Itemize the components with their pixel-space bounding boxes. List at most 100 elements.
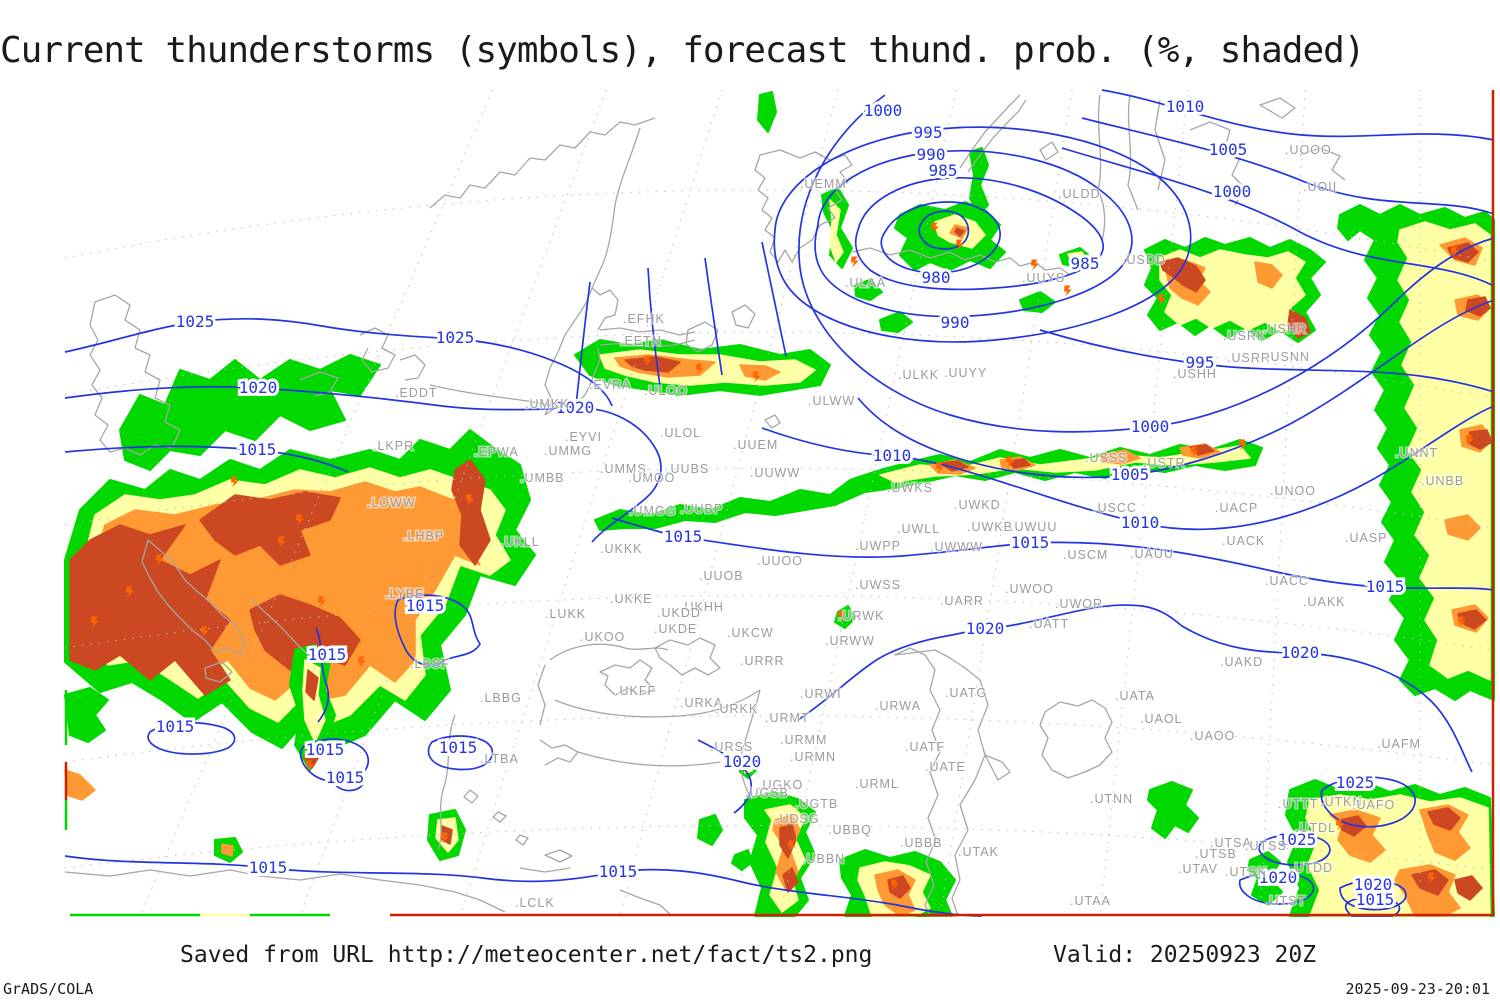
station-label: .UARR	[940, 594, 984, 608]
station-label: .UGTB	[795, 797, 838, 811]
station-label: .ULWW	[808, 394, 855, 408]
station-label: .UWPP	[855, 539, 901, 553]
isobar-label: 985	[929, 161, 958, 180]
isobar-label: 990	[941, 313, 970, 332]
station-label: .UAFM	[1377, 737, 1421, 751]
station-label: .URWK	[838, 609, 884, 623]
thunderstorm-symbol-icon	[851, 256, 859, 268]
isobar-label: 1010	[1121, 513, 1160, 532]
station-label: .LTBA	[480, 752, 519, 766]
station-label: .UACP	[1215, 501, 1258, 515]
thunderstorm-symbol-icon	[1064, 285, 1072, 297]
station-label: .UKDD	[657, 606, 701, 620]
station-label: .UWOR	[1055, 597, 1103, 611]
isobar-label: 990	[917, 145, 946, 164]
isobar-label: 1025	[1278, 830, 1317, 849]
station-label: .UWSS	[855, 578, 901, 592]
station-label: .UATE	[925, 760, 966, 774]
isobar-label: 1015	[1011, 533, 1050, 552]
isobar-label: 1005	[1209, 140, 1248, 159]
station-label: .URKK	[715, 702, 758, 716]
isobar-label: 1015	[406, 596, 445, 615]
station-label: .URML	[855, 777, 899, 791]
station-label: .URWI	[800, 687, 842, 701]
station-label: .UACC	[1265, 574, 1309, 588]
station-label: .UMMG	[544, 444, 592, 458]
station-label: .UTKN	[1320, 795, 1363, 809]
station-label: .UTSS	[1245, 839, 1287, 853]
station-label: .UAKK	[1303, 595, 1346, 609]
station-label: .URMT	[765, 711, 810, 725]
station-label: .USCC	[1093, 501, 1137, 515]
isobar-label: 980	[922, 268, 951, 287]
station-label: .EETN	[620, 334, 662, 348]
station-label: .UATT	[1029, 617, 1069, 631]
station-label: .UMGG	[629, 504, 676, 518]
isobar-label: 995	[1186, 353, 1215, 372]
station-label: .URRR	[740, 654, 785, 668]
station-label: .URMN	[790, 750, 836, 764]
isobar-label: 1000	[1131, 417, 1170, 436]
station-label: .UUOB	[699, 569, 744, 583]
isobar-label: 1020	[1354, 875, 1393, 894]
station-label: .UKKE	[610, 592, 653, 606]
station-label: .EYVI	[565, 430, 602, 444]
station-label: .UKFF	[615, 684, 656, 698]
station-label: .UUOO	[757, 554, 803, 568]
isobar-label: 1020	[1259, 868, 1298, 887]
isobar-label: 995	[914, 123, 943, 142]
isobar-label: 1020	[1281, 643, 1320, 662]
isobar-label: 1015	[599, 862, 638, 881]
station-label: .ULOO	[644, 384, 688, 398]
station-label: .UKCW	[727, 626, 774, 640]
saved-from-url-caption: Saved from URL http://meteocenter.net/fa…	[180, 942, 873, 968]
plot-edge-strips	[64, 90, 1495, 917]
isobar-label: 1015	[249, 858, 288, 877]
station-label: .UBBQ	[828, 823, 872, 837]
generation-timestamp: 2025-09-23-20:01	[1345, 980, 1491, 998]
isobar-label: 1020	[239, 378, 278, 397]
station-label: .UWUU	[1010, 520, 1057, 534]
isobar-label: 1020	[556, 398, 595, 417]
station-label: .UWKS	[887, 481, 933, 495]
station-label: .UAUU	[1130, 547, 1174, 561]
station-label: .UKLL	[500, 535, 540, 549]
station-label: .UWKD	[954, 498, 1001, 512]
isobar-label: 1015	[326, 768, 365, 787]
station-label: .URSS	[710, 740, 753, 754]
station-label: .EPWA	[474, 445, 519, 459]
coastlines	[64, 94, 1346, 917]
station-label: .LKPR	[373, 439, 414, 453]
isobar-label: 1025	[436, 328, 475, 347]
station-label: .LHBP	[403, 529, 444, 543]
isobar-label: 1005	[1111, 465, 1150, 484]
station-label: .LBBG	[480, 691, 522, 705]
station-label: .UMKK	[525, 397, 570, 411]
station-label: .URMM	[780, 733, 827, 747]
station-label: .UACK	[1222, 534, 1265, 548]
station-label: .UUBP	[680, 502, 723, 516]
station-label: .UAOO	[1190, 729, 1235, 743]
station-label: .ULDD	[1058, 187, 1101, 201]
station-label: .USCM	[1063, 548, 1108, 562]
isobar-label: 1015	[1356, 890, 1395, 909]
station-label: .UTTT	[1278, 797, 1318, 811]
station-label: .UAOL	[1140, 712, 1183, 726]
isobar-label: 1020	[966, 619, 1005, 638]
station-label: .UAFO	[1352, 798, 1395, 812]
station-label: .UMMS	[600, 462, 647, 476]
station-label: .UEMM	[800, 177, 847, 191]
station-label: .UTDL	[1295, 821, 1336, 835]
station-label: .ULKK	[898, 368, 939, 382]
station-label: .ULOL	[660, 426, 701, 440]
station-label: .LBSF	[410, 657, 450, 671]
isobar-label: 1000	[864, 101, 903, 120]
station-label: .UTAV	[1178, 862, 1218, 876]
station-label: .UNOO	[1270, 484, 1316, 498]
station-label: .USHH	[1173, 367, 1217, 381]
station-label: .USTR	[1143, 456, 1186, 470]
valid-time-caption: Valid: 20250923 20Z	[1053, 942, 1317, 968]
chart-title: Current thunderstorms (symbols), forecas…	[0, 30, 1365, 71]
station-label: .UTAK	[958, 845, 999, 859]
